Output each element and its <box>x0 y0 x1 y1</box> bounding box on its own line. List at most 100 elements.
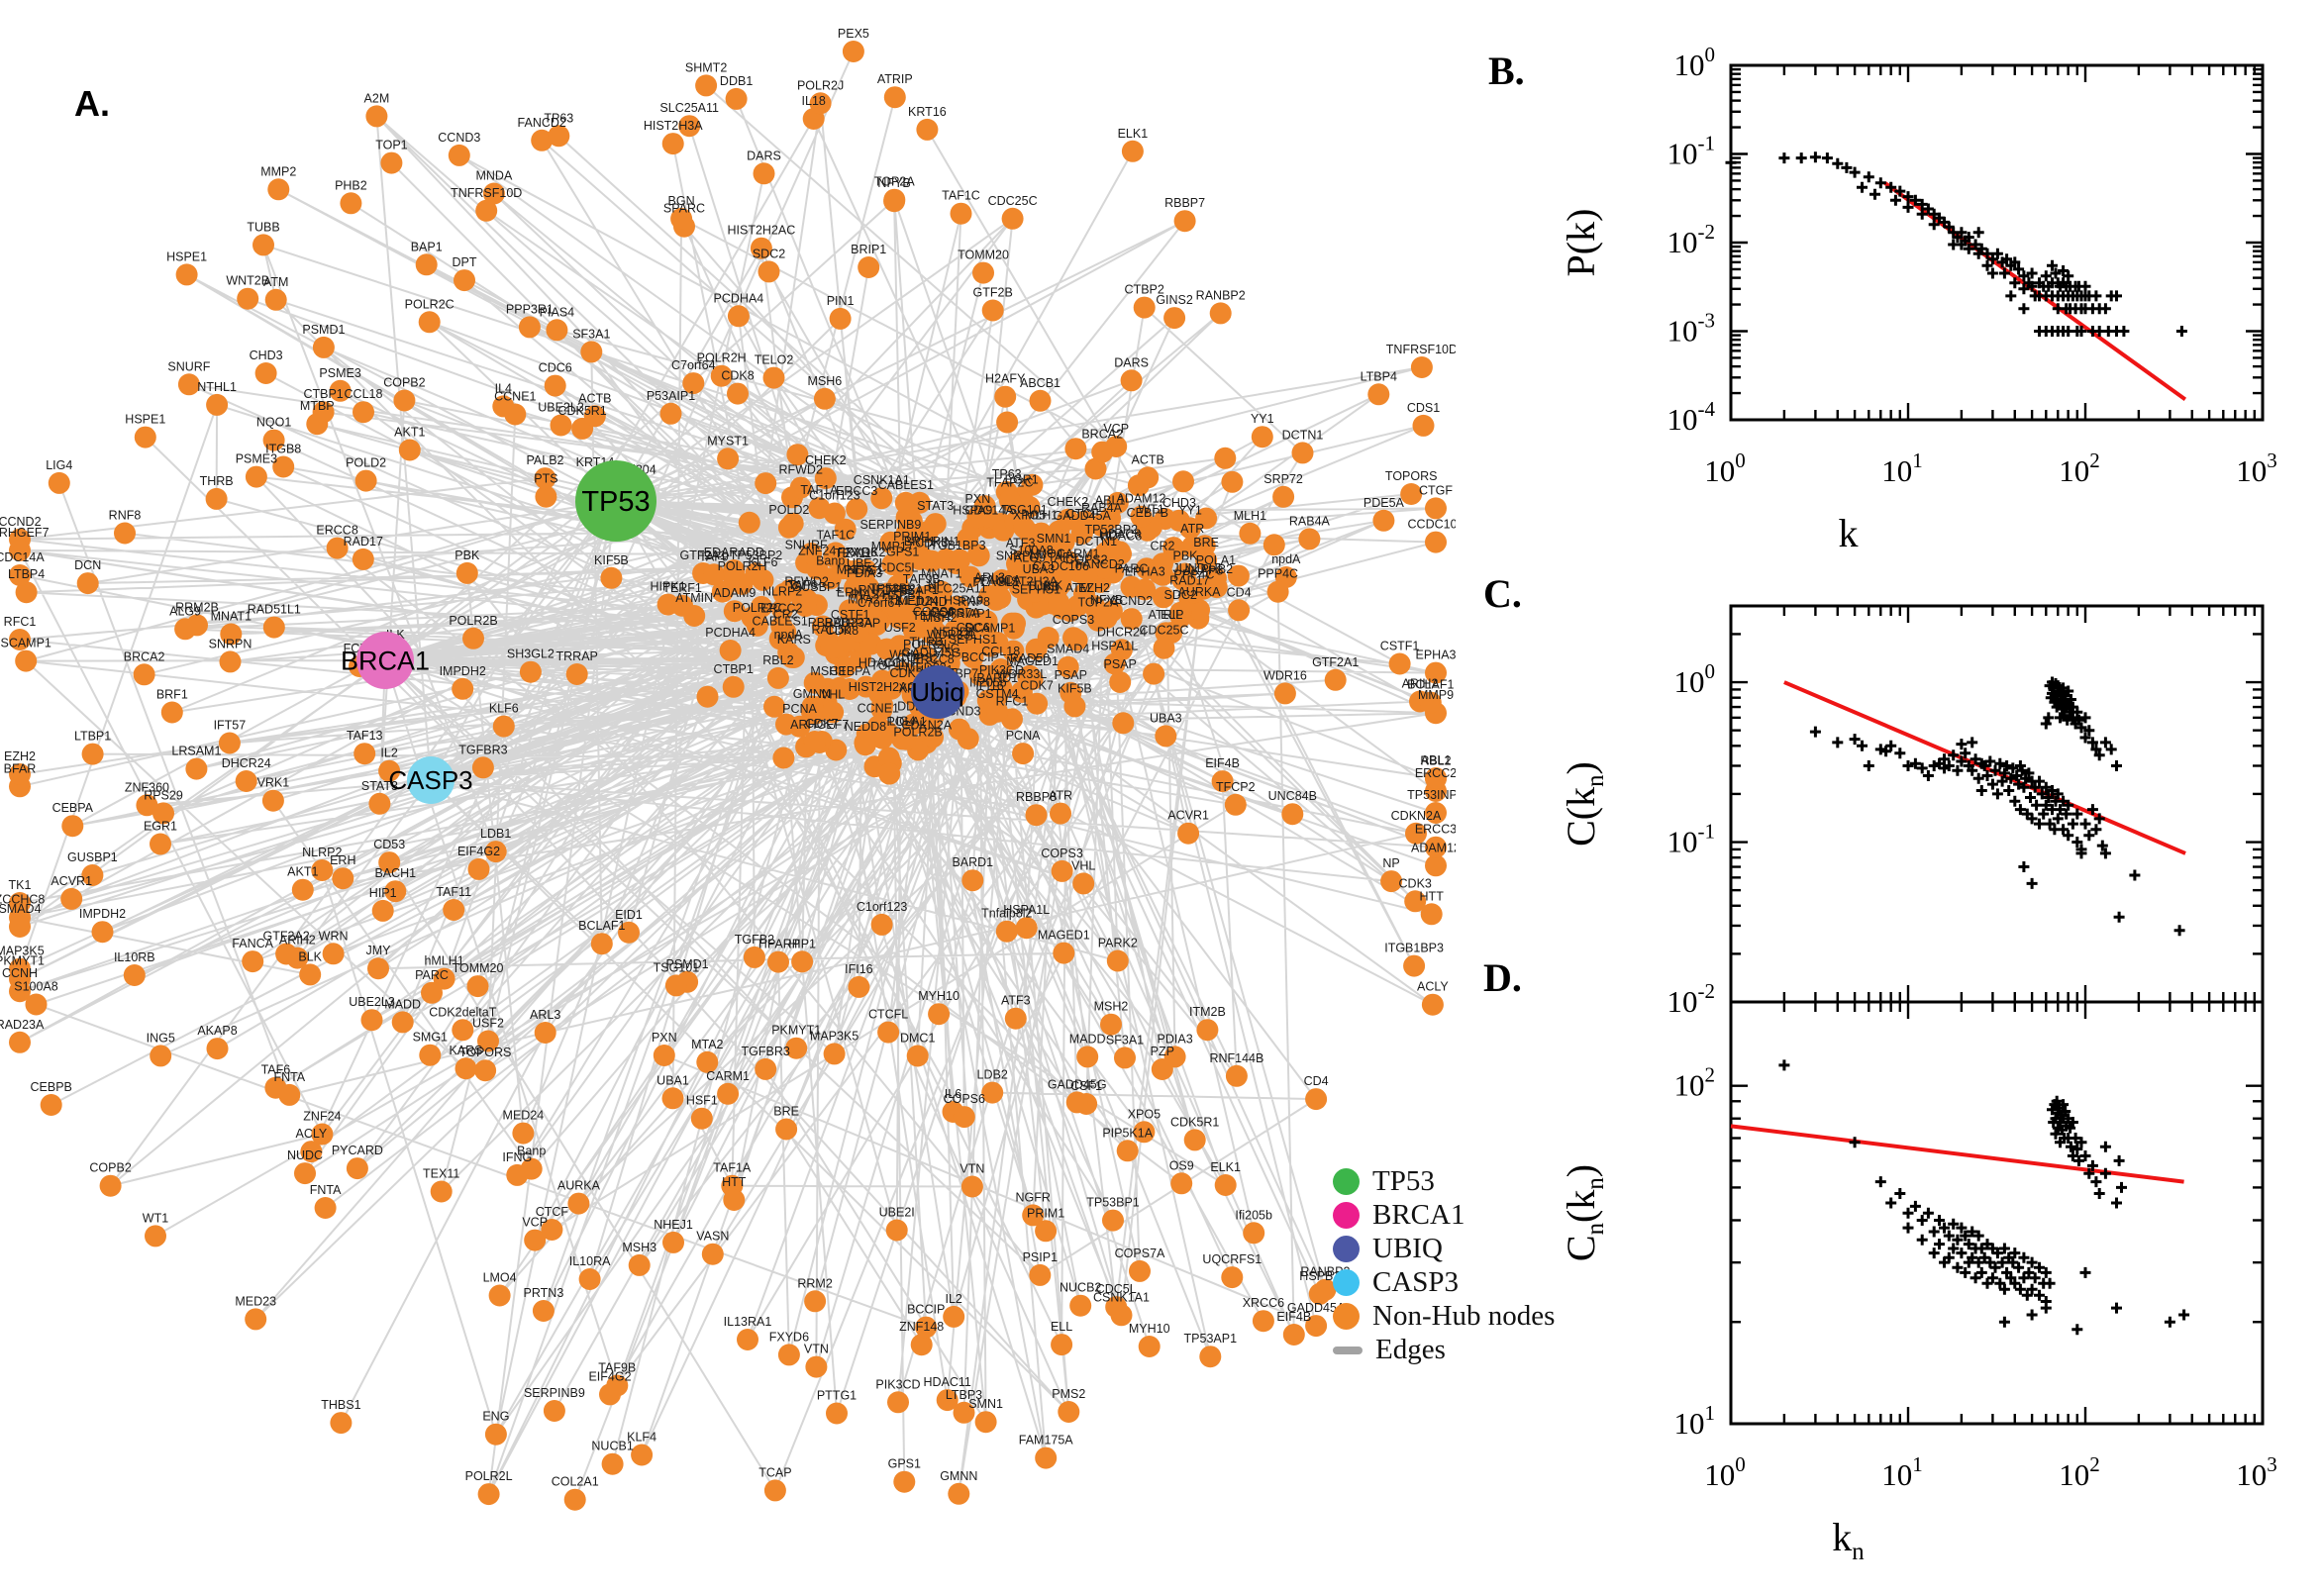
edge-swatch-icon <box>1333 1346 1363 1354</box>
network-node <box>1019 664 1041 687</box>
gene-label: HSPA9 <box>953 503 992 517</box>
gene-label: ARIH2 <box>1402 677 1439 691</box>
network-node <box>1239 522 1262 545</box>
gene-label: FNTA <box>273 1070 305 1084</box>
gene-label: MNDA <box>837 563 873 577</box>
gene-label: LIG4 <box>46 458 72 472</box>
hub-label-casp3: CASP3 <box>388 765 472 795</box>
network-node <box>123 964 146 986</box>
network-node <box>743 946 765 968</box>
network-node <box>466 975 489 998</box>
gene-label: LDB1 <box>480 827 511 841</box>
network-node <box>1053 942 1075 964</box>
network-node <box>671 594 694 617</box>
network-node <box>352 548 374 570</box>
network-node <box>1372 509 1395 532</box>
gene-label: H2AFY <box>985 372 1026 386</box>
gene-label: SNURF <box>785 539 828 552</box>
gene-label: CTCF <box>536 1205 569 1219</box>
network-node <box>454 269 475 292</box>
network-node <box>544 374 566 397</box>
network-node <box>1177 822 1200 845</box>
gene-label: CCDC106 <box>1408 518 1456 532</box>
gene-label: CDK3 <box>915 537 948 550</box>
network-node <box>1151 1058 1173 1080</box>
gene-label: XPO5 <box>1128 1107 1161 1121</box>
network-node <box>354 743 376 765</box>
gene-label: IL2 <box>380 747 397 760</box>
tick-label: 100 <box>1674 659 1716 699</box>
gene-label: AURKA <box>1177 585 1221 599</box>
gene-label: BLK <box>298 949 322 963</box>
network-node <box>1116 1140 1139 1162</box>
gene-label: CDC5L <box>877 560 918 574</box>
gene-label: VCP <box>1103 422 1129 436</box>
gene-label: GMNN <box>793 687 831 701</box>
network-node <box>1130 505 1153 528</box>
gene-label: IFNG <box>502 1150 532 1164</box>
network-node <box>915 1316 938 1339</box>
gene-label: POLA1 <box>1196 553 1236 567</box>
gene-label: SDC2 <box>753 247 785 260</box>
network-node <box>475 199 498 222</box>
gene-label: MED24 <box>897 594 939 608</box>
gene-label: CABLES1 <box>753 614 808 628</box>
network-node <box>174 618 197 641</box>
network-node <box>1169 601 1192 624</box>
gene-label: MNAT1 <box>211 610 252 624</box>
network-node <box>986 700 1009 723</box>
network-node <box>1188 599 1210 621</box>
gene-label: BCLAF1 <box>578 919 625 933</box>
gene-label: MED24 <box>503 1109 545 1123</box>
gene-label: MADD <box>1069 1032 1106 1046</box>
gene-label: AKAP8 <box>1183 564 1223 578</box>
network-node <box>1143 662 1165 685</box>
network-node <box>750 237 772 259</box>
plot-panel-b: 100 10-1 10-2 10-3 10-4 100 101 102 103 k P(k) <box>1559 43 2277 555</box>
network-node <box>710 364 733 387</box>
network-node <box>220 623 243 646</box>
network-node <box>717 448 740 470</box>
gene-label: A2M <box>364 91 390 105</box>
gene-label: FNTA <box>310 1183 342 1197</box>
gene-label: RPS29 <box>144 788 183 802</box>
gene-label: TAF13 <box>347 729 383 743</box>
network-node <box>1009 549 1032 572</box>
network-node <box>1425 497 1447 520</box>
network-node <box>678 115 701 138</box>
network-node <box>768 628 791 650</box>
gene-label: BFAR <box>4 761 37 775</box>
gene-label: RBBP8 <box>808 616 849 630</box>
gene-label: RBL2 <box>762 653 793 667</box>
hub-label-tp53: TP53 <box>581 486 650 518</box>
network-node <box>1173 210 1196 233</box>
gene-label: COPS2 <box>898 650 940 664</box>
network-node <box>854 580 876 603</box>
gene-label: WRN <box>319 929 349 943</box>
tick-label: 10-2 <box>1667 220 1716 259</box>
gene-label: RBL2 <box>1420 753 1451 767</box>
gene-label: SEPHS1 <box>1012 583 1060 597</box>
gene-label: ZNF24 <box>798 545 836 558</box>
network-node <box>354 469 377 492</box>
network-node <box>340 192 362 215</box>
gene-label: NQO1 <box>256 416 291 430</box>
tick-label: 103 <box>2236 1452 2277 1492</box>
network-node <box>805 1355 828 1378</box>
network-node <box>1106 949 1129 972</box>
gene-label: PBK <box>1172 549 1198 563</box>
network-node <box>1051 859 1073 882</box>
network-node <box>245 465 267 488</box>
gene-label: POLR2C <box>733 601 782 615</box>
network-node <box>1204 567 1227 590</box>
gene-label: NUCB2 <box>1060 1281 1101 1295</box>
network-node <box>1051 564 1073 586</box>
network-node <box>1425 661 1447 684</box>
network-node <box>534 467 556 490</box>
gene-label: COPS7A <box>1115 1247 1165 1260</box>
gene-label: JMY <box>366 944 392 957</box>
network-node <box>1400 483 1423 505</box>
network-node <box>520 1157 543 1180</box>
gene-label: BACH1 <box>374 866 416 880</box>
network-node <box>953 1106 975 1129</box>
